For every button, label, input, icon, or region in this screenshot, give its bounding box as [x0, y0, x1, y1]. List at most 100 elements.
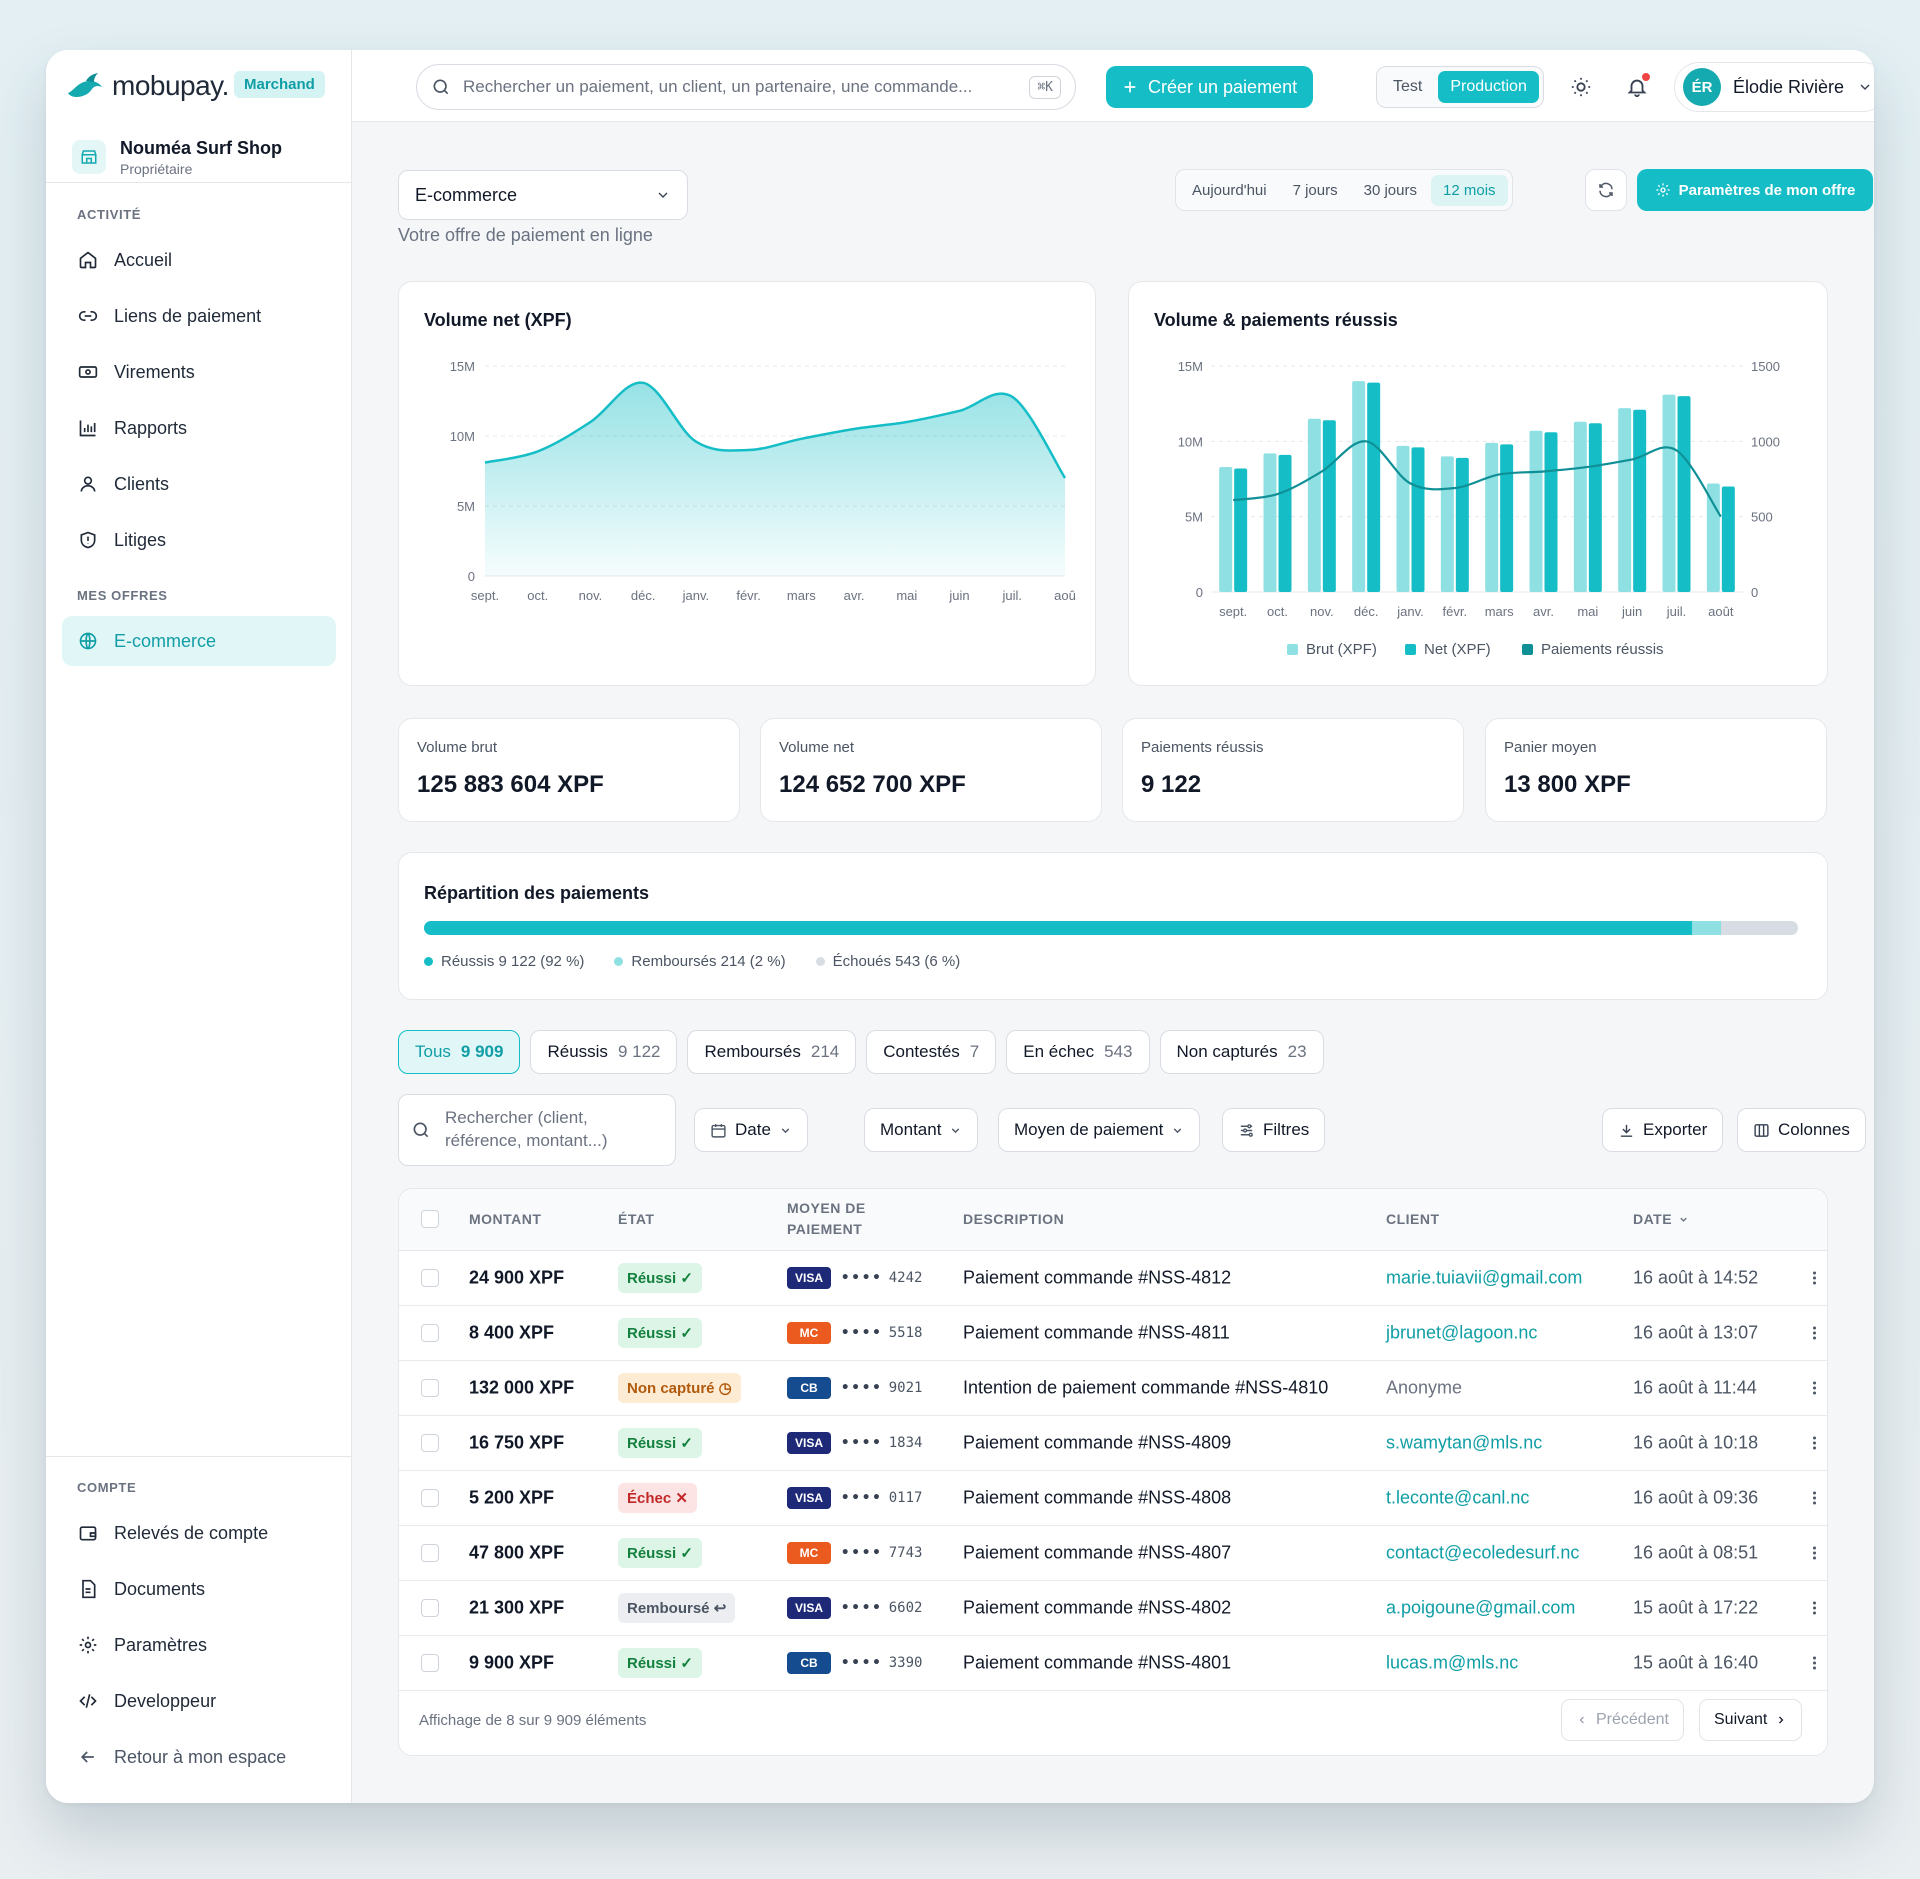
tab-refunded[interactable]: Remboursés 214	[687, 1030, 857, 1074]
tab-uncaptured[interactable]: Non capturés 23	[1159, 1030, 1324, 1074]
pagination-info: Affichage de 8 sur 9 909 éléments	[419, 1712, 647, 1729]
user-menu[interactable]: ÉR Élodie Rivière	[1674, 62, 1874, 112]
user-icon	[80, 476, 96, 492]
client-link[interactable]: s.wamytan@mls.nc	[1386, 1432, 1543, 1453]
date-filter-label: Date	[735, 1120, 771, 1139]
sidebar-item-releves[interactable]: Relevés de compte	[62, 1508, 336, 1558]
client-link[interactable]: jbrunet@lagoon.nc	[1386, 1322, 1538, 1343]
x-tick-label: déc.	[1354, 604, 1379, 619]
legend-swatch	[1405, 644, 1416, 655]
export-button[interactable]: Exporter	[1602, 1108, 1724, 1152]
sidebar-item-litiges[interactable]: Litiges	[62, 515, 336, 565]
row-checkbox[interactable]	[421, 1269, 439, 1287]
table-row[interactable]: 9 900 XPF Réussi ✓ CB •••• 3390 Paiement comm…	[399, 1636, 1827, 1691]
offer-settings-label: Paramètres de mon offre	[1678, 181, 1856, 199]
prev-page-button[interactable]: Précédent	[1561, 1699, 1684, 1741]
row-checkbox[interactable]	[421, 1434, 439, 1452]
client-link[interactable]: a.poigoune@gmail.com	[1386, 1597, 1576, 1618]
row-checkbox[interactable]	[421, 1324, 439, 1342]
chevron-down-icon	[1860, 84, 1870, 90]
period-7d[interactable]: 7 jours	[1292, 181, 1338, 199]
more-options-icon[interactable]	[1813, 1380, 1817, 1397]
row-checkbox[interactable]	[421, 1544, 439, 1562]
section-offers: MES OFFRES	[77, 588, 168, 603]
sidebar-item-rapports[interactable]: Rapports	[62, 403, 336, 453]
filters-button[interactable]: Filtres	[1222, 1108, 1326, 1152]
more-options-icon[interactable]	[1813, 1325, 1817, 1342]
y2-tick-label: 500	[1751, 510, 1773, 525]
shop-switcher[interactable]: Nouméa Surf Shop Propriétaire	[72, 122, 282, 192]
row-checkbox[interactable]	[421, 1379, 439, 1397]
method-filter-button[interactable]: Moyen de paiement	[998, 1108, 1201, 1152]
table-row[interactable]: 132 000 XPF Non capturé ◷ CB •••• 9021 Intent…	[399, 1361, 1827, 1416]
more-options-icon[interactable]	[1813, 1655, 1817, 1672]
offer-settings-button[interactable]: Paramètres de mon offre	[1637, 169, 1873, 211]
sidebar-item-ecommerce[interactable]: E-commerce	[62, 616, 336, 666]
sidebar-item-developpeur[interactable]: Developpeur	[62, 1676, 336, 1726]
columns-label: Colonnes	[1778, 1120, 1850, 1139]
tab-all[interactable]: Tous 9 909	[398, 1030, 521, 1074]
table-row[interactable]: 24 900 XPF Réussi ✓ VISA •••• 4242 Paiement c…	[399, 1251, 1827, 1306]
tab-disputed[interactable]: Contestés 7	[866, 1030, 997, 1074]
sidebar: mobupay. Marchand Nouméa Surf Shop Propr…	[46, 50, 352, 1803]
period-30d[interactable]: 30 jours	[1363, 181, 1417, 199]
bar-net	[1278, 454, 1292, 592]
table-row[interactable]: 47 800 XPF Réussi ✓ MC •••• 7743 Paiement com…	[399, 1526, 1827, 1581]
more-options-icon[interactable]	[1813, 1600, 1817, 1617]
more-options-icon[interactable]	[1813, 1490, 1817, 1507]
table-search-input[interactable]: Rechercher (client, référence, montant...…	[398, 1094, 676, 1166]
table-row[interactable]: 16 750 XPF Réussi ✓ VISA •••• 1834 Paiement c…	[399, 1416, 1827, 1471]
theme-toggle[interactable]	[1564, 70, 1598, 104]
client-link[interactable]: lucas.m@mls.nc	[1386, 1652, 1519, 1673]
sidebar-item-accueil[interactable]: Accueil	[62, 235, 336, 285]
period-12m[interactable]: 12 mois	[1431, 174, 1508, 206]
period-today[interactable]: Aujourd'hui	[1192, 181, 1267, 199]
tab-failed[interactable]: En échec 543	[1006, 1030, 1150, 1074]
mode-production[interactable]: Production	[1438, 71, 1539, 103]
refresh-button[interactable]	[1585, 169, 1627, 211]
sidebar-item-retour[interactable]: Retour à mon espace	[62, 1732, 336, 1782]
client-link[interactable]: marie.tuiavii@gmail.com	[1386, 1267, 1583, 1288]
th-state[interactable]: ÉTAT	[618, 1211, 655, 1227]
next-page-button[interactable]: Suivant	[1699, 1699, 1803, 1741]
more-options-icon[interactable]	[1813, 1545, 1817, 1562]
columns-button[interactable]: Colonnes	[1737, 1108, 1866, 1152]
th-date[interactable]: DATE	[1633, 1209, 1689, 1230]
row-checkbox[interactable]	[421, 1599, 439, 1617]
row-checkbox[interactable]	[421, 1489, 439, 1507]
notifications-button[interactable]	[1620, 70, 1654, 104]
more-options-icon[interactable]	[1813, 1270, 1817, 1287]
th-client[interactable]: CLIENT	[1386, 1211, 1440, 1227]
sidebar-item-clients[interactable]: Clients	[62, 459, 336, 509]
tab-success[interactable]: Réussis 9 122	[530, 1030, 678, 1074]
th-description[interactable]: DESCRIPTION	[963, 1211, 1065, 1227]
select-all-checkbox[interactable]	[421, 1210, 439, 1228]
date-cell: 15 août à 17:22	[1633, 1597, 1759, 1618]
card-brand-icon: VISA	[787, 1432, 831, 1454]
bar-gross	[1219, 466, 1233, 592]
sidebar-item-documents[interactable]: Documents	[62, 1564, 336, 1614]
row-checkbox[interactable]	[421, 1654, 439, 1672]
client-link[interactable]: contact@ecoledesurf.nc	[1386, 1542, 1580, 1563]
th-method[interactable]: MOYEN DE PAIEMENT	[787, 1200, 866, 1237]
table-row[interactable]: 8 400 XPF Réussi ✓ MC •••• 5518 Paiement comm…	[399, 1306, 1827, 1361]
th-amount[interactable]: MONTANT	[469, 1211, 542, 1227]
amount-filter-button[interactable]: Montant	[864, 1108, 979, 1152]
client-link[interactable]: t.leconte@canl.nc	[1386, 1487, 1530, 1508]
table-row[interactable]: 5 200 XPF Échec ✕ VISA •••• 0117 Paiement com…	[399, 1471, 1827, 1526]
card-brand-icon: VISA	[787, 1487, 831, 1509]
more-options-icon[interactable]	[1813, 1435, 1817, 1452]
date-filter-button[interactable]: Date	[694, 1108, 808, 1152]
offer-select[interactable]: E-commerce	[398, 170, 688, 220]
mode-test[interactable]: Test	[1393, 78, 1423, 95]
sidebar-item-virements[interactable]: Virements	[62, 347, 336, 397]
date-cell: 16 août à 08:51	[1633, 1542, 1759, 1563]
create-payment-button[interactable]: Créer un paiement	[1106, 66, 1314, 108]
table-row[interactable]: 21 300 XPF Remboursé ↩ VISA •••• 6602 Paiemen…	[399, 1581, 1827, 1636]
globe-icon	[79, 632, 97, 650]
sidebar-item-liens[interactable]: Liens de paiement	[62, 291, 336, 341]
table-header: MONTANT ÉTAT MOYEN DE PAIEMENT DESCRIPTIO…	[399, 1189, 1827, 1251]
sidebar-item-parametres[interactable]: Paramètres	[62, 1620, 336, 1670]
logo[interactable]: mobupay.	[66, 70, 229, 102]
global-search[interactable]: Rechercher un paiement, un client, un pa…	[416, 64, 1076, 110]
